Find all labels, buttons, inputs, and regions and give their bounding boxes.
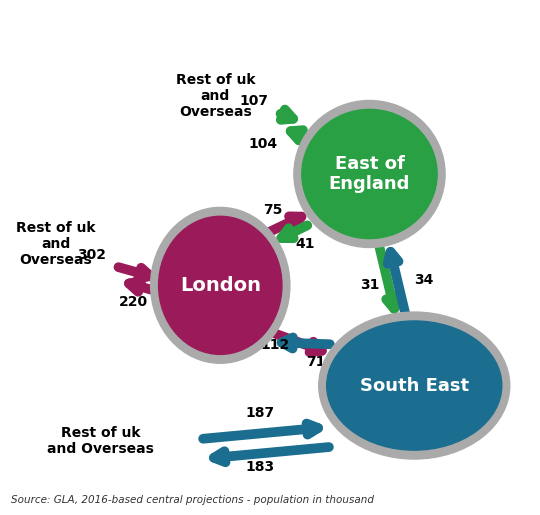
Ellipse shape: [159, 216, 282, 354]
Text: London: London: [180, 276, 261, 295]
Text: 34: 34: [414, 273, 434, 287]
Ellipse shape: [319, 312, 510, 459]
Text: 112: 112: [261, 338, 290, 352]
Text: Source: GLA, 2016-based central projections - population in thousand: Source: GLA, 2016-based central projecti…: [11, 495, 374, 505]
Text: 71: 71: [306, 355, 325, 369]
Text: 104: 104: [249, 137, 278, 151]
Text: East of
England: East of England: [329, 154, 410, 194]
Ellipse shape: [151, 208, 290, 363]
Ellipse shape: [327, 321, 502, 450]
Text: 41: 41: [296, 237, 315, 251]
Text: Rest of uk
and
Overseas: Rest of uk and Overseas: [16, 221, 96, 267]
Text: South East: South East: [360, 376, 469, 394]
Text: Rest of uk
and
Overseas: Rest of uk and Overseas: [176, 73, 255, 119]
Text: 75: 75: [264, 203, 283, 217]
Ellipse shape: [294, 100, 445, 248]
Text: 302: 302: [77, 248, 106, 262]
Text: 187: 187: [246, 406, 275, 420]
Ellipse shape: [302, 109, 437, 238]
Text: 107: 107: [239, 94, 268, 108]
Text: 220: 220: [119, 296, 148, 310]
Text: 31: 31: [360, 278, 380, 293]
Text: Rest of uk
and Overseas: Rest of uk and Overseas: [48, 426, 154, 456]
Text: 183: 183: [246, 460, 275, 474]
